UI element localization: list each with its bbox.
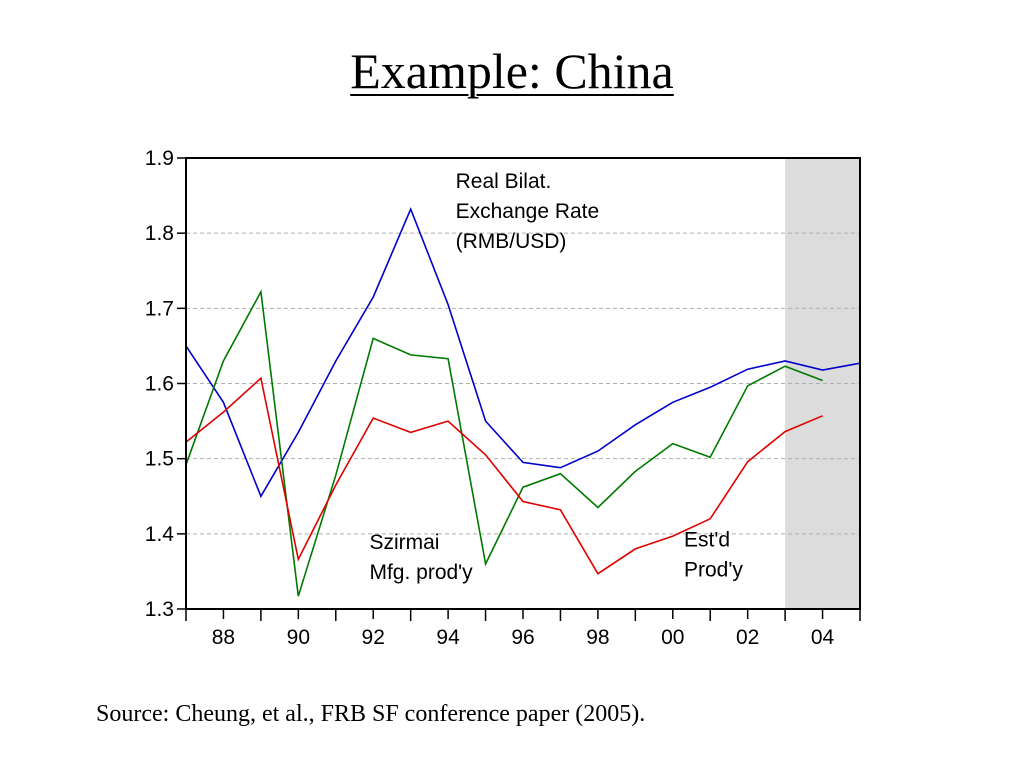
x-tick-label: 98 [586, 626, 609, 649]
annotation-1: Real Bilat. Exchange Rate (RMB/USD) [456, 170, 600, 253]
annotation-line: Szirmai [369, 531, 439, 554]
x-tick-label: 00 [661, 626, 684, 649]
annotation-line: Mfg. prod'y [369, 561, 473, 584]
x-tick-label: 90 [287, 626, 310, 649]
series-line-2 [185, 289, 823, 597]
annotation-3: Est'd Prod'y [684, 529, 743, 582]
y-tick-label: 1.6 [145, 373, 174, 396]
annotation-2: Szirmai Mfg. prod'y [369, 531, 473, 584]
annotation-line: Exchange Rate [456, 200, 600, 223]
x-tick-label: 94 [436, 626, 460, 649]
x-tick-label: 04 [811, 626, 835, 649]
slide-title: Example: China [350, 43, 674, 99]
series-line-3 [185, 376, 823, 575]
series-line-1 [185, 206, 861, 499]
y-tick-label: 1.7 [145, 297, 174, 320]
series-layer [185, 206, 861, 597]
annotations-layer: Real Bilat. Exchange Rate (RMB/USD) Szirmai… [369, 170, 743, 584]
x-tick-label: 02 [736, 626, 759, 649]
x-tick-label: 88 [212, 626, 235, 649]
x-axis: 88 90 92 94 96 98 00 02 04 [185, 609, 861, 649]
y-axis: 1.3 1.4 1.5 1.6 1.7 1.8 1.9 [145, 147, 186, 621]
annotation-line: Real Bilat. [456, 170, 552, 193]
annotation-line: Est'd [684, 529, 730, 552]
x-tick-label: 92 [362, 626, 385, 649]
annotation-line: (RMB/USD) [456, 230, 567, 253]
annotation-line: Prod'y [684, 559, 743, 582]
source-note: Source: Cheung, et al., FRB SF conferenc… [96, 701, 646, 727]
y-tick-label: 1.9 [145, 147, 174, 170]
y-tick-label: 1.8 [145, 222, 174, 245]
y-tick-label: 1.3 [145, 598, 174, 621]
y-tick-label: 1.5 [145, 448, 174, 471]
y-tick-label: 1.4 [145, 523, 175, 546]
x-tick-label: 96 [511, 626, 534, 649]
gridlines-layer [186, 232, 860, 535]
